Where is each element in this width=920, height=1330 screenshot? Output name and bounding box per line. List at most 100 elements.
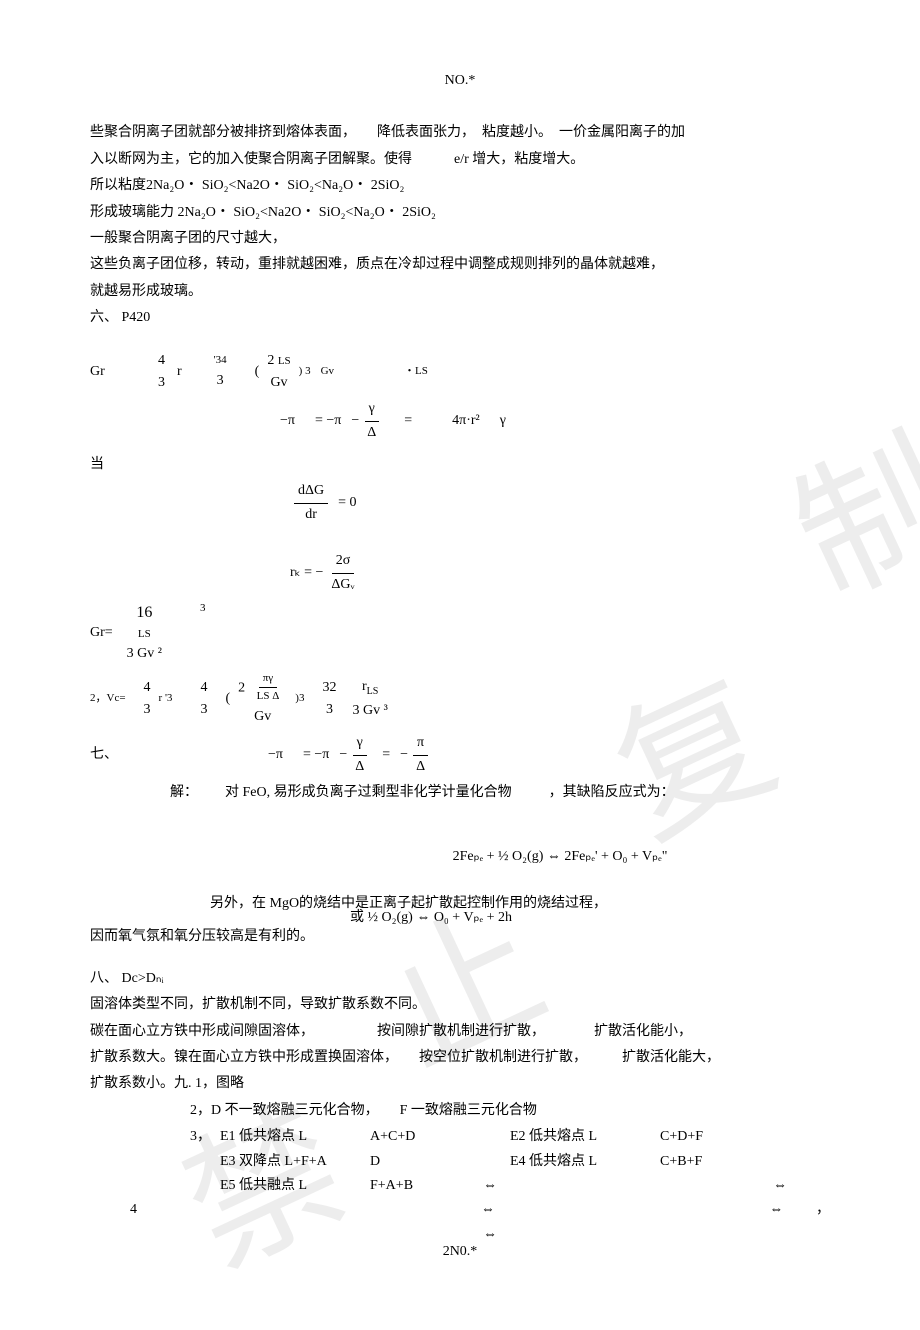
formula-part: −π — [280, 410, 295, 432]
formula-part: LS — [134, 626, 155, 644]
formula-part: 2，Vc= — [90, 690, 126, 708]
table-row: 4 ⇔ ⇔ ， — [90, 1199, 830, 1221]
formula-symbol: Gr — [90, 361, 110, 383]
formula-part: LS — [278, 355, 291, 367]
formula-part: = −π — [315, 410, 341, 432]
table-cell: C+B+F — [660, 1151, 760, 1173]
body-text: 扩散系数小。九. 1，图略 — [90, 1073, 830, 1095]
formula-part: 2 — [267, 353, 274, 368]
formula-part: 32 — [322, 680, 336, 695]
label: 解： — [170, 785, 198, 800]
formula-part: ( — [255, 361, 260, 383]
formula-part: 16 — [132, 600, 156, 626]
formula-part: LS — [367, 686, 379, 697]
formula-vc: 2，Vc= 4 3 r '3 4 3 ( 2 πγLS Δ Gv )3 32 3… — [90, 670, 830, 729]
body-text: 所以粘度2Na₂O・ SiO₂<Na2O・ SiO₂<Na₂O・ 2SiO₂ — [90, 175, 830, 197]
table-cell: E3 双降点 L+F+A — [220, 1151, 370, 1173]
formula-part: −π — [268, 744, 283, 766]
body-text: 形成玻璃能力 2Na₂O・ SiO₂<Na2O・ SiO₂<Na₂O・ 2SiO… — [90, 202, 830, 224]
body-text: 扩散系数大。镍在面心立方铁中形成置换固溶体， 按空位扩散机制进行扩散， 扩散活化… — [90, 1047, 830, 1069]
formula-part: 3 — [200, 600, 206, 618]
row-prefix: 4 — [130, 1199, 369, 1221]
formula-part: γ — [353, 732, 367, 755]
table-row: 3， E1 低共熔点 L A+C+D E2 低共熔点 L C+D+F — [90, 1126, 830, 1148]
formula-part: 3 — [196, 699, 211, 721]
formula-dg-dr: dΔG dr = 0 — [90, 480, 830, 526]
body-text: 解： 对 FeO, 易形成负离子过剩型非化学计量化合物 ，其缺陷反应式为： — [90, 782, 830, 804]
formula-part: π — [413, 732, 428, 755]
formula-part: − — [339, 744, 347, 766]
formula-part: r '3 — [159, 690, 173, 708]
table-cell: E2 低共熔点 L — [510, 1126, 660, 1148]
body-text: 就越易形成玻璃。 — [90, 281, 830, 303]
formula-part: 4 — [154, 350, 169, 372]
body-text: 当 — [90, 454, 830, 476]
formula-part: 3 Gv ² — [123, 643, 166, 665]
formula-part: = — [382, 744, 390, 766]
table-cell: F+A+B — [370, 1175, 470, 1197]
formula-part: rₖ = − — [290, 562, 323, 584]
section-seven-formula: 七、 −π = −π − γ Δ = − π Δ — [90, 732, 830, 778]
formula-part: Gr= — [90, 622, 113, 644]
arrow-symbol: ⇔ — [760, 1175, 800, 1197]
formula-part: 4 — [196, 677, 211, 699]
body-text: 一般聚合阴离子团的尺寸越大， — [90, 228, 830, 250]
formula-part: 3 Gv ³ — [348, 700, 391, 722]
table-cell: E4 低共熔点 L — [510, 1151, 660, 1173]
body-text: 这些负离子团位移，转动，重排就越困难，质点在冷却过程中调整成规则排列的晶体就越难… — [90, 254, 830, 276]
arrow-symbol: ⇔ — [468, 1199, 508, 1221]
formula-gr16: Gr= 16 LS 3 Gv ² 3 — [90, 600, 830, 666]
section-heading: 七、 — [90, 744, 118, 766]
body-text: 对 FeO, 易形成负离子过剩型非化学计量化合物 — [225, 785, 512, 800]
formula-gr: Gr 4 3 r '34 3 ( 2 LS Gv ) 3 Gv ・LS — [90, 350, 830, 395]
formula-part: 2σ — [332, 550, 355, 573]
body-text: 碳在面心立方铁中形成间隙固溶体， 按间隙扩散机制进行扩散， 扩散活化能小， — [90, 1021, 830, 1043]
table-cell: E1 低共熔点 L — [220, 1126, 370, 1148]
formula-part: 3 — [213, 370, 228, 392]
table-cell: D — [370, 1151, 470, 1173]
table-row: E3 双降点 L+F+A D E4 低共熔点 L C+B+F — [90, 1151, 830, 1173]
punct: ， — [816, 1199, 830, 1221]
body-text: 因而氧气氛和氧分压较高是有利的。 — [90, 926, 830, 948]
formula-part: LS Δ — [253, 688, 284, 706]
page-header: NO.* — [90, 70, 830, 92]
formula-part: ・LS — [404, 363, 428, 381]
table-cell: A+C+D — [370, 1126, 470, 1148]
formula-part: )3 — [295, 690, 304, 708]
page-footer: 2N0.* — [0, 1241, 920, 1263]
formula-part: r — [177, 361, 182, 383]
formula-part: γ — [365, 398, 379, 421]
formula-part: 4 — [140, 677, 155, 699]
body-text: 固溶体类型不同，扩散机制不同，导致扩散系数不同。 — [90, 994, 830, 1016]
formula-part: Gv — [266, 372, 291, 394]
formula-part: 3 — [322, 699, 337, 721]
formula-part: '34 — [210, 352, 231, 370]
table-cell: E5 低共融点 L — [220, 1175, 370, 1197]
formula-part: dΔG — [294, 480, 328, 503]
formula-rk: rₖ = − 2σ ΔGᵥ — [90, 550, 830, 596]
formula-part: Δ — [363, 422, 380, 444]
formula-part: 3 — [154, 372, 169, 394]
formula-part: 4π·r² — [452, 410, 480, 432]
formula-part: 3 — [140, 699, 155, 721]
formula-part: Gv — [321, 363, 334, 381]
formula-defect-reaction: 2Feₚₑ + ½ O₂(g) ⇔ 2Feₚₑ' + O₀ + Vₚₑ" — [90, 846, 830, 868]
formula-part: = −π — [303, 744, 329, 766]
formula-part: = 0 — [338, 492, 356, 514]
arrow-symbol: ⇔ — [756, 1199, 796, 1221]
formula-part: dr — [301, 504, 321, 526]
body-text: ，其缺陷反应式为： — [549, 785, 675, 800]
formula-part: − — [351, 410, 359, 432]
formula-part: Gv — [250, 706, 275, 728]
table-cell: C+D+F — [660, 1126, 760, 1148]
formula-pi: −π = −π − γ Δ = 4π·r² γ — [90, 398, 830, 444]
table-row: E5 低共融点 L F+A+B ⇔ ⇔ — [90, 1175, 830, 1197]
row-prefix: 3， — [190, 1126, 220, 1148]
formula-part: γ — [500, 410, 506, 432]
section-heading: 八、 Dc>Dₙᵢ — [90, 968, 830, 990]
formula-part: ) 3 — [299, 363, 311, 381]
body-text: 入以断网为主，它的加入使聚合阴离子团解聚。使得 e/r 增大，粘度增大。 — [90, 149, 830, 171]
formula-part: πγ — [259, 670, 277, 689]
body-text: 2，D 不一致熔融三元化合物， F 一致熔融三元化合物 — [90, 1100, 830, 1122]
formula-part: = — [404, 410, 412, 432]
